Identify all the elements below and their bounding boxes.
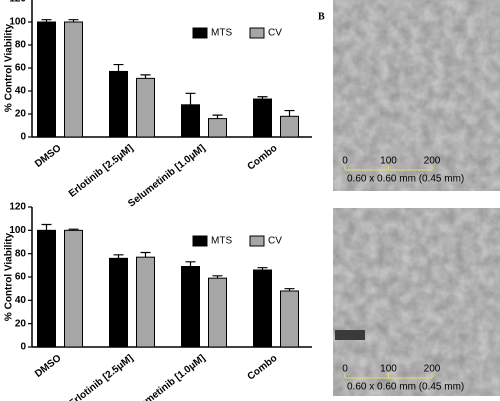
error-bar — [212, 275, 223, 279]
bar — [64, 21, 83, 138]
error-bar — [284, 109, 295, 117]
legend-swatch — [249, 27, 265, 39]
bar — [64, 229, 83, 348]
x-tick-label: DMSO — [33, 353, 64, 380]
error-bar — [284, 288, 295, 291]
scale-label: 200 — [424, 156, 441, 167]
x-tick-label: Erlotinib [2.5μM] — [67, 353, 136, 401]
y-axis-label: % Control Viability — [4, 23, 15, 112]
legend-label: MTS — [211, 28, 232, 39]
bar — [208, 118, 227, 138]
bar — [109, 70, 128, 138]
y-tick-label: 120 — [9, 0, 26, 5]
artifact — [335, 330, 365, 340]
y-tick-label: 100 — [9, 17, 26, 28]
scale-caption: 0.60 x 0.60 mm (0.45 mm) — [347, 382, 464, 393]
scale-label: 200 — [424, 364, 441, 375]
x-tick-label: Selumetinib [1.0μM] — [126, 143, 207, 210]
bar — [37, 21, 56, 138]
bar — [208, 277, 227, 348]
bar — [37, 229, 56, 348]
scale-label: 0 — [342, 364, 348, 375]
x-tick-label: Combo — [246, 143, 280, 173]
error-bar — [257, 267, 268, 270]
y-tick-label: 60 — [15, 63, 27, 74]
legend-swatch — [192, 235, 208, 247]
x-tick-label: DMSO — [33, 143, 64, 170]
error-bar — [113, 63, 124, 72]
micrograph-texture — [333, 208, 500, 396]
legend-swatch — [192, 27, 208, 39]
error-bar — [68, 19, 79, 22]
x-tick-label: Combo — [246, 353, 280, 383]
y-tick-label: 0 — [20, 342, 26, 353]
error-bar — [140, 251, 151, 258]
y-tick-label: 80 — [15, 248, 27, 259]
error-bar — [185, 92, 196, 105]
x-tick-label: Selumetinib [1.0μM] — [126, 353, 207, 401]
scale-caption: 0.60 x 0.60 mm (0.45 mm) — [347, 174, 464, 185]
y-tick-label: 0 — [20, 132, 26, 143]
y-tick-label: 20 — [15, 318, 27, 329]
y-tick-label: 20 — [15, 109, 27, 120]
x-tick-label: Erlotinib [2.5μM] — [67, 143, 136, 200]
scale-label: 100 — [380, 364, 397, 375]
legend-label: CV — [268, 28, 282, 39]
scale-label: 0 — [342, 156, 348, 167]
legend-swatch — [249, 235, 265, 247]
error-bar — [68, 228, 79, 231]
y-tick-label: 60 — [15, 272, 27, 283]
bar — [181, 266, 200, 348]
panel-label: B — [318, 11, 325, 22]
legend-label: CV — [268, 236, 282, 247]
error-bar — [257, 96, 268, 100]
y-axis-label: % Control Viability — [4, 232, 15, 321]
scale-label: 100 — [380, 156, 397, 167]
bar — [136, 77, 155, 138]
error-bar — [41, 223, 52, 231]
bar — [280, 115, 299, 138]
y-tick-label: 100 — [9, 225, 26, 236]
error-bar — [140, 74, 151, 79]
y-tick-label: 40 — [15, 86, 27, 97]
y-tick-label: 120 — [9, 202, 26, 213]
y-tick-label: 40 — [15, 295, 27, 306]
bar — [253, 98, 272, 138]
bar — [253, 269, 272, 348]
bar — [136, 256, 155, 348]
error-bar — [41, 19, 52, 22]
legend-label: MTS — [211, 236, 232, 247]
micrograph-texture — [333, 0, 500, 191]
error-bar — [212, 114, 223, 119]
error-bar — [113, 254, 124, 259]
bar — [280, 290, 299, 348]
error-bar — [185, 261, 196, 267]
bar — [109, 257, 128, 348]
y-tick-label: 80 — [15, 40, 27, 51]
bar — [181, 104, 200, 138]
